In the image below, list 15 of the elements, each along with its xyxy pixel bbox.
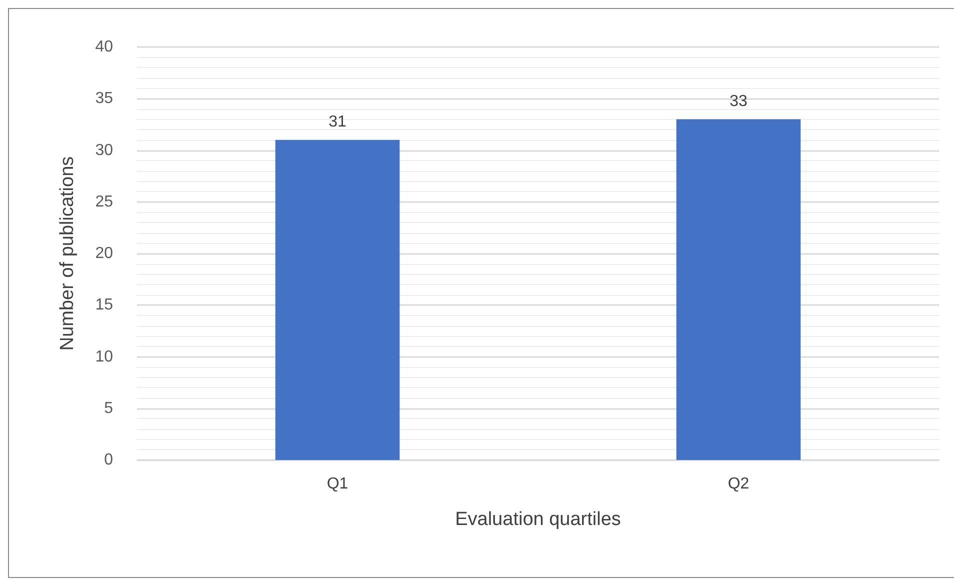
x-tick-label: Q1 — [326, 476, 348, 492]
y-tick-label: 20 — [95, 245, 114, 262]
y-tick-label: 25 — [95, 193, 114, 210]
y-tick-label: 15 — [95, 296, 114, 314]
y-tick-label: 35 — [95, 90, 114, 108]
y-tick-label: 5 — [104, 400, 114, 417]
x-axis-title: Evaluation quartiles — [455, 509, 621, 530]
data-label: 33 — [730, 92, 748, 110]
data-label: 31 — [328, 113, 346, 130]
y-tick-label: 0 — [104, 452, 114, 468]
y-tick-label: 40 — [95, 38, 114, 56]
y-axis-title: Number of publications — [57, 156, 78, 351]
y-tick-label: 30 — [95, 142, 114, 159]
x-tick-label: Q2 — [728, 476, 750, 492]
y-tick-label: 10 — [95, 348, 114, 366]
